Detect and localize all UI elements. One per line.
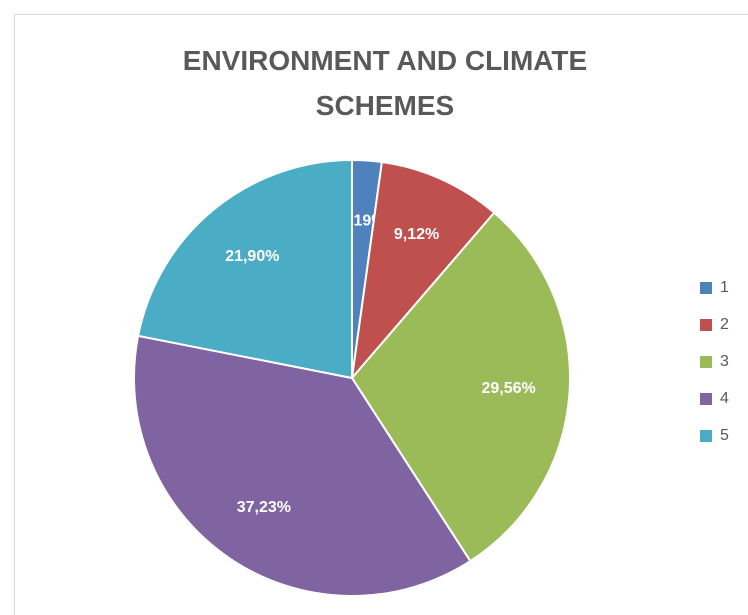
data-label: 21,90%: [225, 248, 279, 265]
legend-swatch: [700, 393, 712, 405]
data-label: 9,12%: [394, 226, 439, 243]
legend-label: 4: [720, 390, 729, 407]
pie-slice: [133, 334, 472, 597]
legend-swatch: [700, 319, 712, 331]
legend-swatch: [700, 282, 712, 294]
chart-title: ENVIRONMENT AND CLIMATE SCHEMES: [182, 45, 588, 121]
pie-slice: [350, 211, 571, 563]
legend-swatch: [700, 356, 712, 368]
legend-label: 3: [720, 353, 729, 370]
pie-slice: [136, 158, 353, 380]
legend-label: 5: [720, 427, 729, 444]
chart-frame: [14, 14, 748, 615]
data-label: 37,23%: [237, 499, 291, 516]
data-label: 29,56%: [481, 380, 535, 397]
legend-swatch: [700, 430, 712, 442]
legend-label: 1: [720, 279, 729, 296]
legend-label: 2: [720, 316, 729, 333]
pie-slice: [350, 160, 496, 382]
